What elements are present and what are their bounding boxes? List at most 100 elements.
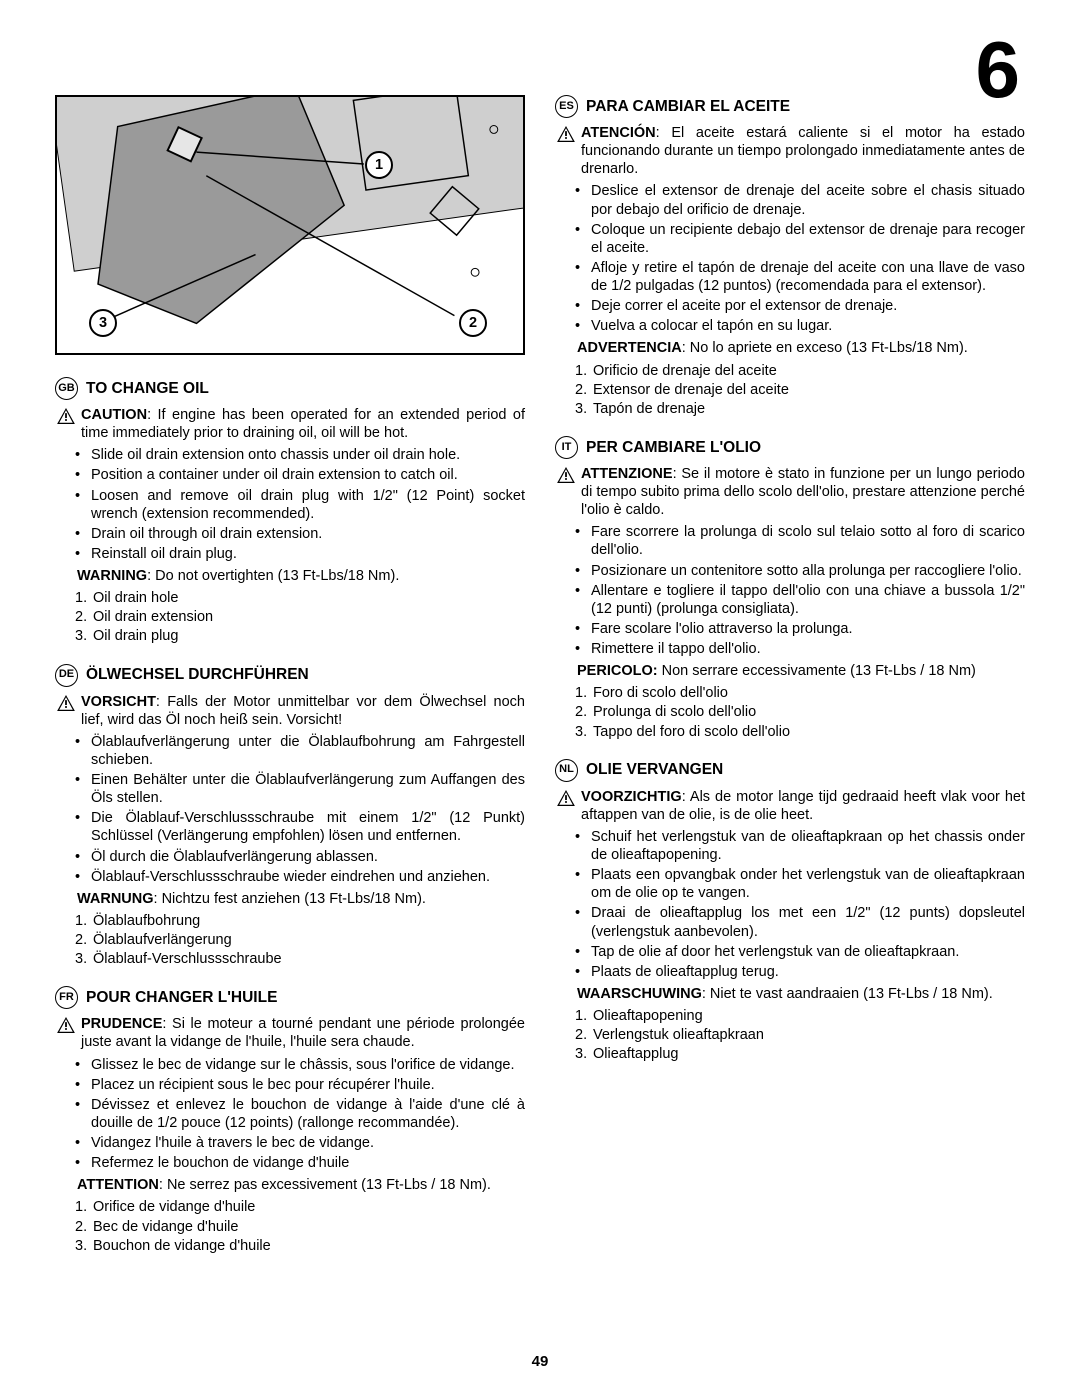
bullet-item: Tap de olie af door het verlengstuk van … xyxy=(579,943,1025,961)
figure-callout-1: 1 xyxy=(365,151,393,179)
warning-icon xyxy=(57,408,75,424)
bullet-item: Slide oil drain extension onto chassis u… xyxy=(79,446,525,464)
numlist-item: Olieaftapplug xyxy=(593,1045,1025,1063)
bullet-item: Posizionare un contenitore sotto alla pr… xyxy=(579,562,1025,580)
numlist-item: Tapón de drenaje xyxy=(593,400,1025,418)
numlist-item: Foro di scolo dell'olio xyxy=(593,684,1025,702)
oil-drain-figure: 1 2 3 xyxy=(55,95,525,355)
section-title: PARA CAMBIAR EL ACEITE xyxy=(586,97,790,116)
figure-svg xyxy=(57,97,523,353)
bullet-item: Position a container under oil drain ext… xyxy=(79,466,525,484)
section-heading: ES PARA CAMBIAR EL ACEITE xyxy=(555,95,1025,118)
bullet-item: Schuif het verlengstuk van de olieaftapk… xyxy=(579,828,1025,864)
bullet-item: Allentare e togliere il tappo dell'olio … xyxy=(579,582,1025,618)
bullet-item: Ölablaufverlängerung unter die Ölablaufb… xyxy=(79,733,525,769)
bullet-item: Deslice el extensor de drenaje del aceit… xyxy=(579,182,1025,218)
bullet-item: Afloje y retire el tapón de drenaje del … xyxy=(579,259,1025,295)
section-heading: FR POUR CHANGER L'HUILE xyxy=(55,986,525,1009)
bullet-list: Fare scorrere la prolunga di scolo sul t… xyxy=(555,523,1025,658)
numbered-list: Oil drain holeOil drain extensionOil dra… xyxy=(55,589,525,645)
page-number: 49 xyxy=(532,1353,549,1372)
bullet-list: Ölablaufverlängerung unter die Ölablaufb… xyxy=(55,733,525,886)
section-title: OLIE VERVANGEN xyxy=(586,760,723,779)
numlist-item: Ölablaufverlängerung xyxy=(93,931,525,949)
bullet-item: Einen Behälter unter die Ölablaufverläng… xyxy=(79,771,525,807)
right-column: ES PARA CAMBIAR EL ACEITE ATENCIÓN: El a… xyxy=(555,95,1025,1273)
warning-icon xyxy=(57,1017,75,1033)
warning-icon xyxy=(557,467,575,483)
section-heading: GB TO CHANGE OIL xyxy=(55,377,525,400)
numbered-list: OlieaftapopeningVerlengstuk olieaftapkra… xyxy=(555,1007,1025,1063)
numlist-item: Prolunga di scolo dell'olio xyxy=(593,703,1025,721)
lang-section-nl: NL OLIE VERVANGEN VOORZICHTIG: Als de mo… xyxy=(555,759,1025,1064)
caution-row: VOORZICHTIG: Als de motor lange tijd ged… xyxy=(555,788,1025,824)
warning-line: WARNUNG: Nichtzu fest anziehen (13 Ft-Lb… xyxy=(55,890,525,908)
warning-line: PERICOLO: Non serrare eccessivamente (13… xyxy=(555,662,1025,680)
numbered-list: Orifice de vidange d'huileBec de vidange… xyxy=(55,1198,525,1254)
warning-icon xyxy=(557,126,575,142)
numlist-item: Olieaftapopening xyxy=(593,1007,1025,1025)
numlist-item: Verlengstuk olieaftapkraan xyxy=(593,1026,1025,1044)
caution-text: VORSICHT: Falls der Motor unmittelbar vo… xyxy=(81,693,525,729)
section-title: TO CHANGE OIL xyxy=(86,379,209,398)
lang-code-badge: GB xyxy=(55,377,78,400)
numbered-list: ÖlablaufbohrungÖlablaufverlängerungÖlabl… xyxy=(55,912,525,968)
section-heading: DE ÖLWECHSEL DURCHFÜHREN xyxy=(55,664,525,687)
bullet-item: Dévissez et enlevez le bouchon de vidang… xyxy=(79,1096,525,1132)
content-columns: 1 2 3 GB TO CHANGE OIL CAUTION: If engin… xyxy=(55,95,1025,1273)
numlist-item: Ölablauf-Verschlussschraube xyxy=(93,950,525,968)
numlist-item: Oil drain hole xyxy=(93,589,525,607)
section-heading: NL OLIE VERVANGEN xyxy=(555,759,1025,782)
caution-text: CAUTION: If engine has been operated for… xyxy=(81,406,525,442)
numlist-item: Orifice de vidange d'huile xyxy=(93,1198,525,1216)
warning-icon xyxy=(57,695,75,711)
bullet-item: Plaats een opvangbak onder het verlengst… xyxy=(579,866,1025,902)
warning-line: ATTENTION: Ne serrez pas excessivement (… xyxy=(55,1176,525,1194)
section-title: POUR CHANGER L'HUILE xyxy=(86,988,277,1007)
bullet-item: Coloque un recipiente debajo del extenso… xyxy=(579,221,1025,257)
bullet-item: Ölablauf-Verschlussschraube wieder eindr… xyxy=(79,868,525,886)
caution-text: VOORZICHTIG: Als de motor lange tijd ged… xyxy=(581,788,1025,824)
caution-row: ATTENZIONE: Se il motore è stato in funz… xyxy=(555,465,1025,519)
numbered-list: Foro di scolo dell'olioProlunga di scolo… xyxy=(555,684,1025,740)
caution-row: CAUTION: If engine has been operated for… xyxy=(55,406,525,442)
caution-text: ATENCIÓN: El aceite estará caliente si e… xyxy=(581,124,1025,178)
lang-section-es: ES PARA CAMBIAR EL ACEITE ATENCIÓN: El a… xyxy=(555,95,1025,418)
numlist-item: Tappo del foro di scolo dell'olio xyxy=(593,723,1025,741)
bullet-item: Die Ölablauf-Verschlussschraube mit eine… xyxy=(79,809,525,845)
numlist-item: Extensor de drenaje del aceite xyxy=(593,381,1025,399)
figure-callout-3: 3 xyxy=(89,309,117,337)
caution-row: PRUDENCE: Si le moteur a tourné pendant … xyxy=(55,1015,525,1051)
warning-line: WARNING: Do not overtighten (13 Ft-Lbs/1… xyxy=(55,567,525,585)
section-heading: IT PER CAMBIARE L'OLIO xyxy=(555,436,1025,459)
bullet-item: Plaats de olieaftapplug terug. xyxy=(579,963,1025,981)
bullet-list: Slide oil drain extension onto chassis u… xyxy=(55,446,525,563)
numlist-item: Bouchon de vidange d'huile xyxy=(93,1237,525,1255)
lang-section-de: DE ÖLWECHSEL DURCHFÜHREN VORSICHT: Falls… xyxy=(55,664,525,969)
caution-row: ATENCIÓN: El aceite estará caliente si e… xyxy=(555,124,1025,178)
lang-code-badge: ES xyxy=(555,95,578,118)
numlist-item: Oil drain plug xyxy=(93,627,525,645)
numlist-item: Orificio de drenaje del aceite xyxy=(593,362,1025,380)
bullet-list: Schuif het verlengstuk van de olieaftapk… xyxy=(555,828,1025,981)
lang-section-gb: GB TO CHANGE OIL CAUTION: If engine has … xyxy=(55,377,525,646)
section-title: ÖLWECHSEL DURCHFÜHREN xyxy=(86,665,309,684)
bullet-list: Deslice el extensor de drenaje del aceit… xyxy=(555,182,1025,335)
numlist-item: Ölablaufbohrung xyxy=(93,912,525,930)
bullet-item: Fare scorrere la prolunga di scolo sul t… xyxy=(579,523,1025,559)
bullet-item: Vidangez l'huile à travers le bec de vid… xyxy=(79,1134,525,1152)
warning-line: WAARSCHUWING: Niet te vast aandraaien (1… xyxy=(555,985,1025,1003)
lang-code-badge: IT xyxy=(555,436,578,459)
bullet-item: Reinstall oil drain plug. xyxy=(79,545,525,563)
lang-section-fr: FR POUR CHANGER L'HUILE PRUDENCE: Si le … xyxy=(55,986,525,1255)
bullet-item: Loosen and remove oil drain plug with 1/… xyxy=(79,487,525,523)
lang-code-badge: FR xyxy=(55,986,78,1009)
lang-code-badge: NL xyxy=(555,759,578,782)
bullet-item: Glissez le bec de vidange sur le châssis… xyxy=(79,1056,525,1074)
bullet-item: Vuelva a colocar el tapón en su lugar. xyxy=(579,317,1025,335)
bullet-item: Refermez le bouchon de vidange d'huile xyxy=(79,1154,525,1172)
warning-icon xyxy=(557,790,575,806)
bullet-item: Draai de olieaftapplug los met een 1/2" … xyxy=(579,904,1025,940)
bullet-item: Drain oil through oil drain extension. xyxy=(79,525,525,543)
bullet-item: Rimettere il tappo dell'olio. xyxy=(579,640,1025,658)
